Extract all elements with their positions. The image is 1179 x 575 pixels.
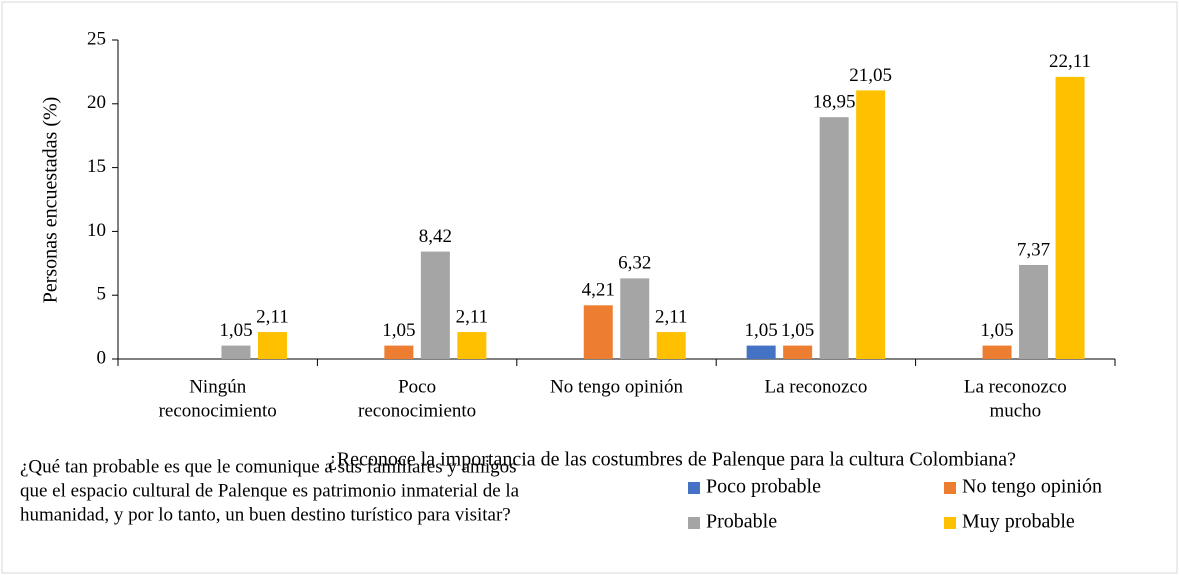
data-label: 7,37 (1017, 239, 1050, 260)
x-tick-label: No tengo opinión (550, 376, 683, 397)
data-label: 2,11 (256, 306, 289, 327)
bar (1019, 264, 1049, 359)
bar (856, 90, 886, 359)
bar (583, 305, 613, 359)
legend-title: que el espacio cultural de Palenque es p… (20, 480, 520, 501)
y-tick-label: 15 (87, 156, 106, 177)
data-label: 18,95 (813, 92, 856, 113)
y-tick-label: 5 (97, 284, 107, 305)
data-label: 1,05 (382, 320, 415, 341)
data-label: 6,32 (618, 253, 651, 274)
data-label: 8,42 (419, 226, 452, 247)
data-label: 1,05 (781, 320, 814, 341)
legend-title: ¿Qué tan probable es que le comunique a … (20, 456, 517, 477)
legend-swatch (944, 517, 956, 529)
data-label: 4,21 (582, 280, 615, 301)
data-label: 22,11 (1049, 51, 1091, 72)
y-tick-label: 25 (87, 28, 106, 49)
legend-label: Poco probable (706, 476, 821, 498)
bar (656, 332, 686, 359)
bar (982, 345, 1012, 359)
bar (257, 332, 287, 359)
x-tick-label: Poco (398, 376, 436, 397)
legend-swatch (688, 482, 700, 494)
data-label: 2,11 (655, 306, 688, 327)
legend-label: No tengo opinión (962, 476, 1102, 498)
x-tick-label: mucho (989, 400, 1041, 421)
x-tick-label: reconocimiento (159, 400, 277, 421)
bar (1055, 76, 1085, 359)
y-tick-label: 10 (87, 220, 106, 241)
x-tick-label: Ningún (189, 376, 247, 397)
y-tick-label: 20 (87, 92, 106, 113)
legend-swatch (688, 517, 700, 529)
bar (420, 251, 450, 359)
legend-label: Muy probable (962, 511, 1075, 533)
y-tick-label: 0 (97, 347, 107, 368)
x-tick-label: La reconozco (964, 376, 1067, 397)
x-tick-label: La reconozco (764, 376, 867, 397)
x-axis-label: ¿Reconoce la importancia de las costumbr… (328, 449, 1016, 471)
bar (746, 345, 776, 359)
bar (457, 332, 487, 359)
data-label: 2,11 (456, 306, 489, 327)
bar (819, 117, 849, 359)
y-axis-label: Personas encuestadas (%) (40, 97, 62, 304)
bar (221, 345, 251, 359)
data-label: 21,05 (849, 65, 892, 86)
bar (384, 345, 414, 359)
data-label: 1,05 (745, 320, 778, 341)
legend-title: humanidad, y por lo tanto, un buen desti… (20, 504, 511, 525)
data-label: 1,05 (219, 320, 252, 341)
bar (783, 345, 813, 359)
data-label: 1,05 (980, 320, 1013, 341)
x-tick-label: reconocimiento (358, 400, 476, 421)
bar (620, 278, 650, 359)
legend-swatch (944, 482, 956, 494)
legend-label: Probable (706, 511, 777, 533)
